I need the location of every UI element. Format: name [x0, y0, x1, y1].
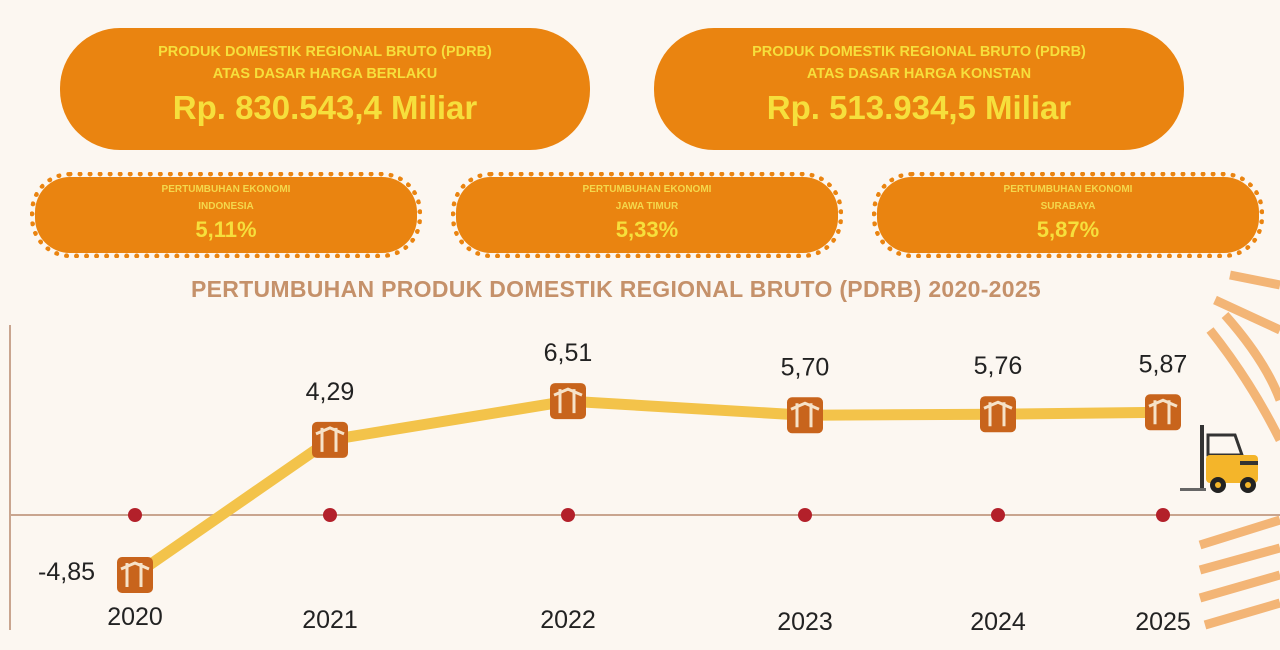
series-line — [131, 395, 1164, 580]
x-tick-label: 2021 — [302, 606, 358, 634]
forklift-icon — [1180, 425, 1258, 493]
growth-value: 5,87% — [1036, 217, 1100, 242]
box-icon — [312, 421, 348, 458]
axis-dot — [128, 508, 142, 522]
card-title: PRODUK DOMESTIK REGIONAL BRUTO (PDRB) — [752, 44, 1086, 60]
chart-title: PERTUMBUHAN PRODUK DOMESTIK REGIONAL BRU… — [190, 276, 1042, 302]
growth-indonesia-card: PERTUMBUHAN EKONOMI INDONESIA 5,11% — [30, 172, 422, 258]
pdrb-constant-price-card: PRODUK DOMESTIK REGIONAL BRUTO (PDRB) AT… — [654, 28, 1184, 150]
growth-value: 5,33% — [615, 217, 679, 242]
card-subtitle: ATAS DASAR HARGA KONSTAN — [806, 66, 1032, 82]
box-icon — [117, 557, 153, 593]
box-icon — [787, 397, 823, 434]
data-label: 6,51 — [544, 339, 593, 367]
growth-region: JAWA TIMUR — [615, 201, 679, 212]
growth-title: PERTUMBUHAN EKONOMI — [1003, 184, 1133, 195]
pdrb-current-price-card: PRODUK DOMESTIK REGIONAL BRUTO (PDRB) AT… — [60, 28, 590, 150]
growth-surabaya-card: PERTUMBUHAN EKONOMI SURABAYA 5,87% — [872, 172, 1264, 258]
axis-dot — [798, 508, 812, 522]
x-tick-label: 2025 — [1135, 608, 1191, 636]
growth-title: PERTUMBUHAN EKONOMI — [161, 184, 291, 195]
x-tick-label: 2020 — [107, 603, 163, 631]
data-label: 5,70 — [781, 353, 830, 381]
box-icon — [1145, 394, 1181, 431]
data-label: -4,85 — [38, 558, 95, 586]
growth-jawa-timur-card: PERTUMBUHAN EKONOMI JAWA TIMUR 5,33% — [451, 172, 843, 258]
x-tick-label: 2022 — [540, 606, 596, 634]
card-value: Rp. 513.934,5 Miliar — [766, 89, 1072, 126]
data-label: 5,87 — [1139, 350, 1188, 378]
card-value: Rp. 830.543,4 Miliar — [172, 89, 478, 126]
box-icon — [550, 383, 586, 420]
x-tick-label: 2023 — [777, 608, 833, 636]
growth-region: INDONESIA — [198, 201, 254, 212]
axis-dot — [561, 508, 575, 522]
data-label: 5,76 — [974, 352, 1023, 380]
decorative-stripes — [1198, 270, 1280, 630]
x-tick-label: 2024 — [970, 608, 1026, 636]
box-icon — [980, 396, 1016, 433]
axis-dot — [991, 508, 1005, 522]
growth-value: 5,11% — [195, 217, 257, 242]
growth-title: PERTUMBUHAN EKONOMI — [582, 184, 712, 195]
axis-dot — [323, 508, 337, 522]
axis-dot — [1156, 508, 1170, 522]
card-subtitle: ATAS DASAR HARGA BERLAKU — [212, 66, 438, 82]
data-label: 4,29 — [306, 378, 355, 406]
card-title: PRODUK DOMESTIK REGIONAL BRUTO (PDRB) — [158, 44, 492, 60]
growth-region: SURABAYA — [1040, 201, 1096, 212]
